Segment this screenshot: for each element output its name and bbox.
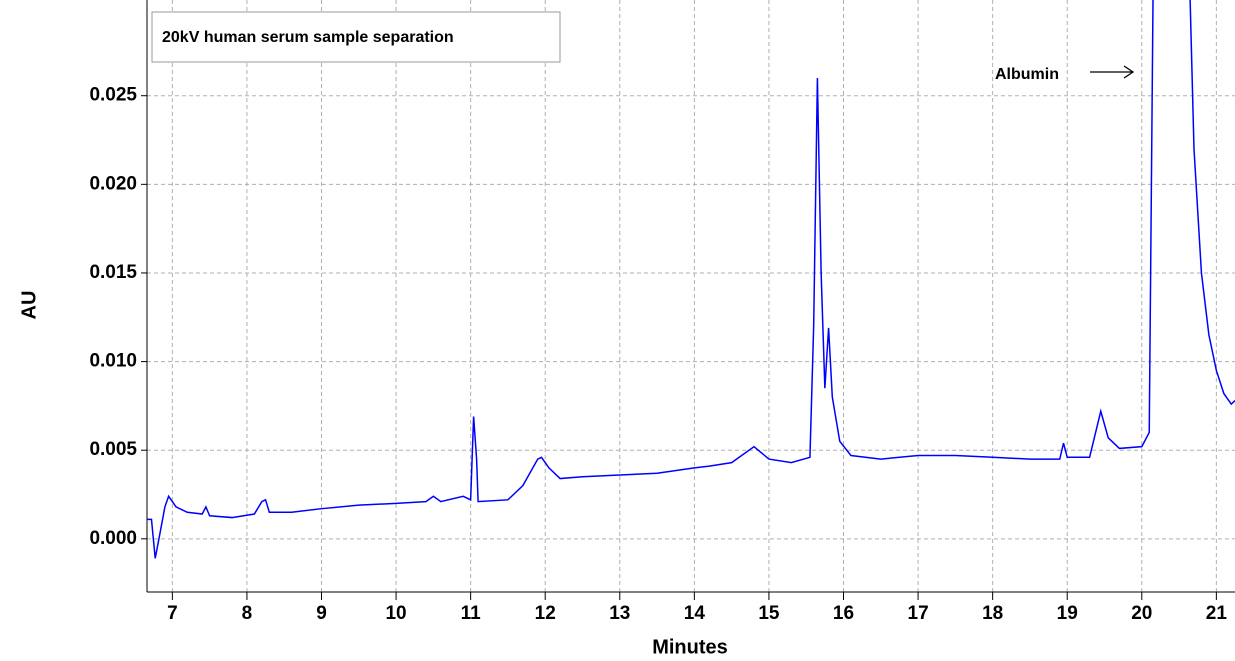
x-tick-label: 10 (385, 603, 406, 624)
y-axis-label: AU (18, 291, 40, 320)
x-tick-label: 20 (1131, 603, 1152, 624)
x-tick-label: 19 (1057, 603, 1078, 624)
x-tick-label: 12 (535, 603, 556, 624)
annotation-arrow (1090, 65, 1135, 79)
annotation: Albumin (995, 66, 1059, 83)
x-tick-label: 15 (758, 603, 780, 624)
y-tick-label: 0.010 (89, 351, 137, 372)
y-tick-label: 0.025 (89, 85, 137, 106)
y-tick-label: 0.015 (89, 262, 137, 283)
x-tick-label: 13 (609, 603, 630, 624)
title-box (151, 11, 561, 63)
x-tick-label: 21 (1206, 603, 1228, 624)
x-tick-label: 8 (242, 603, 253, 624)
x-tick-label: 18 (982, 603, 1003, 624)
data-line (147, 0, 1235, 559)
x-tick-label: 17 (908, 603, 929, 624)
y-tick-label: 0.020 (89, 173, 137, 194)
x-tick-label: 7 (167, 603, 178, 624)
chart-title: 20kV human serum sample separation (162, 29, 454, 46)
plot-area (147, 0, 1235, 559)
x-axis-label: Minutes (652, 636, 728, 658)
x-tick-label: 16 (833, 603, 854, 624)
x-tick-label: 14 (684, 603, 706, 624)
y-tick-label: 0.005 (89, 439, 137, 460)
y-tick-label: 0.000 (89, 528, 137, 549)
x-tick-label: 11 (461, 603, 482, 624)
x-tick-label: 9 (316, 603, 327, 624)
